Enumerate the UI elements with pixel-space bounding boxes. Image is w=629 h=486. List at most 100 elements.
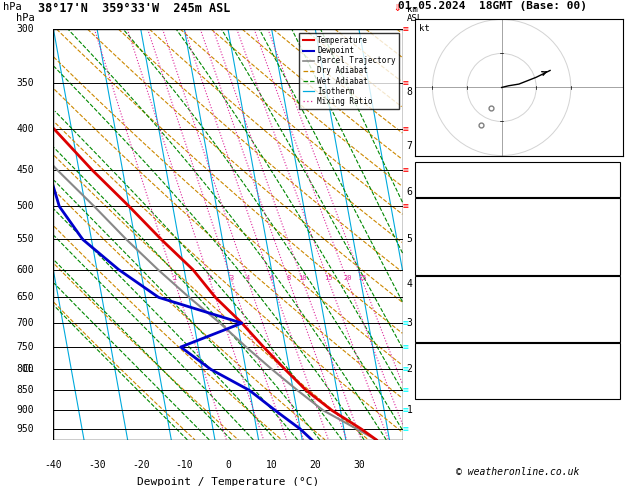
- Text: 0: 0: [225, 460, 231, 470]
- Text: 0.95: 0.95: [530, 187, 554, 196]
- Text: 4: 4: [246, 275, 250, 281]
- Text: Dewpoint / Temperature (°C): Dewpoint / Temperature (°C): [137, 477, 319, 486]
- Text: Most Unstable: Most Unstable: [478, 280, 557, 290]
- Text: CIN (J): CIN (J): [418, 332, 460, 342]
- Text: CAPE (J): CAPE (J): [418, 322, 466, 331]
- Text: 5: 5: [407, 234, 413, 244]
- Text: ≡: ≡: [403, 424, 408, 434]
- Text: -61: -61: [535, 358, 554, 368]
- Legend: Temperature, Dewpoint, Parcel Trajectory, Dry Adiabat, Wet Adiabat, Isotherm, Mi: Temperature, Dewpoint, Parcel Trajectory…: [299, 33, 399, 109]
- Text: km
ASL: km ASL: [407, 5, 423, 23]
- Text: 6: 6: [269, 275, 274, 281]
- Text: 8: 8: [407, 87, 413, 97]
- Text: 25: 25: [359, 275, 367, 281]
- Text: ≡: ≡: [403, 24, 408, 34]
- Text: CL: CL: [23, 364, 34, 374]
- Text: ≡: ≡: [403, 201, 408, 211]
- Text: 3: 3: [407, 318, 413, 328]
- Text: ⇓: ⇓: [394, 1, 401, 14]
- Text: 600: 600: [16, 264, 34, 275]
- Text: 981: 981: [535, 290, 554, 300]
- Text: 1: 1: [547, 243, 554, 254]
- Text: ≡: ≡: [403, 165, 408, 175]
- Text: 305: 305: [535, 233, 554, 243]
- Text: 8: 8: [547, 332, 554, 342]
- Text: 8: 8: [547, 264, 554, 275]
- Text: EH: EH: [418, 358, 430, 368]
- Text: 350: 350: [16, 78, 34, 87]
- Text: 01.05.2024  18GMT (Base: 00): 01.05.2024 18GMT (Base: 00): [398, 1, 586, 11]
- Text: CAPE (J): CAPE (J): [418, 254, 466, 264]
- Text: 20: 20: [542, 165, 554, 175]
- Text: 30: 30: [353, 460, 365, 470]
- Text: 10: 10: [266, 460, 277, 470]
- Text: 750: 750: [16, 342, 34, 352]
- Text: ≡: ≡: [403, 318, 408, 328]
- Text: kt: kt: [420, 23, 430, 33]
- Text: K: K: [418, 165, 425, 175]
- Text: Lifted Index: Lifted Index: [418, 243, 490, 254]
- Text: 20: 20: [343, 275, 352, 281]
- Text: ≡: ≡: [403, 342, 408, 352]
- Text: Totals Totals: Totals Totals: [418, 176, 496, 186]
- Text: 87: 87: [542, 322, 554, 331]
- Text: StmDir: StmDir: [418, 379, 454, 389]
- Text: ≡: ≡: [403, 385, 408, 396]
- Text: 305: 305: [535, 300, 554, 311]
- Text: -20: -20: [132, 460, 150, 470]
- Text: PW (cm): PW (cm): [418, 187, 460, 196]
- Text: 700: 700: [16, 318, 34, 328]
- Text: 3: 3: [230, 275, 234, 281]
- Text: Dewp (°C): Dewp (°C): [418, 223, 472, 233]
- Text: -30: -30: [88, 460, 106, 470]
- Text: 17: 17: [542, 212, 554, 222]
- Text: 15: 15: [325, 275, 333, 281]
- Text: Temp (°C): Temp (°C): [418, 212, 472, 222]
- Text: θᵉ (K): θᵉ (K): [418, 300, 454, 311]
- Text: 4: 4: [407, 279, 413, 289]
- Text: SREH: SREH: [418, 368, 442, 378]
- Text: 800: 800: [16, 364, 34, 374]
- Text: -10: -10: [175, 460, 193, 470]
- Text: 650: 650: [16, 293, 34, 302]
- Text: -40: -40: [45, 460, 62, 470]
- Text: 1: 1: [407, 405, 413, 416]
- Text: ≡: ≡: [403, 405, 408, 416]
- Text: hPa: hPa: [3, 2, 22, 13]
- Text: 300: 300: [16, 24, 34, 34]
- Text: 283°: 283°: [530, 379, 554, 389]
- Text: ≡: ≡: [403, 364, 408, 374]
- Text: 850: 850: [16, 385, 34, 396]
- Text: 950: 950: [16, 424, 34, 434]
- Text: 450: 450: [16, 165, 34, 175]
- Text: 2: 2: [208, 275, 212, 281]
- Text: 1: 1: [547, 311, 554, 321]
- Text: 10: 10: [299, 275, 307, 281]
- Text: 20: 20: [309, 460, 321, 470]
- Text: 2.2: 2.2: [535, 223, 554, 233]
- Text: Lifted Index: Lifted Index: [418, 311, 490, 321]
- Text: 550: 550: [16, 234, 34, 244]
- Text: ≡: ≡: [403, 78, 408, 87]
- Text: Mixing Ratio (g/kg): Mixing Ratio (g/kg): [426, 183, 435, 286]
- Text: 48: 48: [542, 176, 554, 186]
- Text: θᵉ(K): θᵉ(K): [418, 233, 448, 243]
- Text: 38°17'N  359°33'W  245m ASL: 38°17'N 359°33'W 245m ASL: [38, 2, 230, 16]
- Text: 900: 900: [16, 405, 34, 416]
- Text: 21: 21: [542, 368, 554, 378]
- Text: Pressure (mb): Pressure (mb): [418, 290, 496, 300]
- Text: 38: 38: [542, 389, 554, 399]
- Text: Hodograph: Hodograph: [491, 347, 544, 357]
- Text: Surface: Surface: [496, 202, 538, 212]
- Text: 6: 6: [407, 187, 413, 197]
- Text: ≡: ≡: [403, 124, 408, 134]
- Text: 7: 7: [407, 141, 413, 151]
- Text: 8: 8: [287, 275, 291, 281]
- Text: 500: 500: [16, 201, 34, 211]
- Text: 400: 400: [16, 124, 34, 134]
- Text: 87: 87: [542, 254, 554, 264]
- Text: 1: 1: [172, 275, 177, 281]
- Text: 2: 2: [407, 364, 413, 374]
- Text: CIN (J): CIN (J): [418, 264, 460, 275]
- Text: StmSpd (kt): StmSpd (kt): [418, 389, 484, 399]
